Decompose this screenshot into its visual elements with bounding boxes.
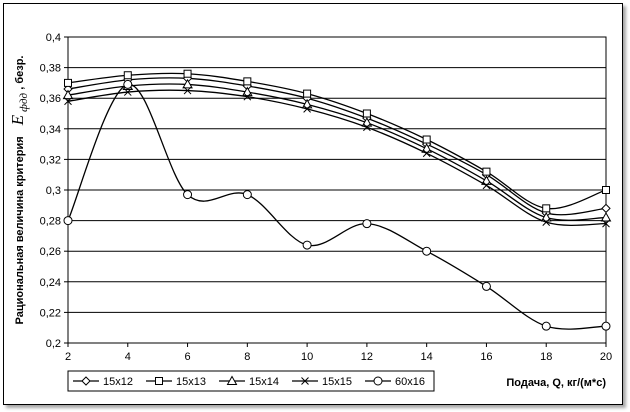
data-point-15x15 xyxy=(602,219,610,228)
legend-label-60x16: 60x16 xyxy=(395,376,425,388)
data-point-60x16 xyxy=(541,321,551,331)
legend-label-15x12: 15x12 xyxy=(103,376,133,388)
x-tick-label: 2 xyxy=(65,351,71,363)
x-tick-label: 8 xyxy=(244,351,250,363)
data-point-15x14 xyxy=(540,212,552,222)
y-axis-label: Рациональная величина критерия xyxy=(14,136,26,324)
y-tick-label: 0,32 xyxy=(40,154,61,166)
data-point-60x16 xyxy=(242,190,252,200)
data-point-15x15 xyxy=(363,123,371,132)
series-lines xyxy=(62,69,612,331)
data-point-15x12 xyxy=(601,203,611,214)
y-axis-symbol-subscript: фдд xyxy=(18,92,30,111)
x-tick-label: 6 xyxy=(184,351,190,363)
grid-lines xyxy=(68,36,606,344)
x-tick-label: 18 xyxy=(540,351,552,363)
data-point-15x15 xyxy=(482,181,491,190)
data-point-15x13 xyxy=(602,186,610,194)
data-point-15x15 xyxy=(64,97,72,106)
y-axis-unit: , безр. xyxy=(14,56,26,90)
data-point-15x14 xyxy=(241,86,253,97)
data-point-15x13 xyxy=(482,167,491,176)
legend-marker-60x16 xyxy=(373,376,383,386)
data-point-60x16 xyxy=(183,190,193,200)
y-tick-label: 0,22 xyxy=(40,307,61,319)
series-60x16 xyxy=(63,79,611,331)
x-tick-label: 20 xyxy=(600,351,612,363)
y-tick-label: 0,34 xyxy=(40,124,61,136)
data-point-60x16 xyxy=(422,246,432,256)
x-tick-label: 4 xyxy=(125,351,131,363)
legend-label-15x15: 15x15 xyxy=(322,376,352,388)
series-line-15x13 xyxy=(67,72,607,210)
data-point-15x13 xyxy=(243,77,252,86)
data-point-60x16 xyxy=(63,216,73,226)
y-tick-label: 0,28 xyxy=(40,216,61,228)
legend-marker-15x15 xyxy=(301,377,309,385)
series-15x14 xyxy=(62,78,612,222)
data-point-15x15 xyxy=(303,105,311,113)
svg-text:Рациональная величина критерия: Рациональная величина критерия E фдд , б… xyxy=(8,56,30,325)
data-point-60x16 xyxy=(601,321,611,331)
data-point-15x15 xyxy=(542,218,551,226)
y-tick-label: 0,26 xyxy=(40,246,61,258)
y-axis-ticks: 0,2 0,22 0,24 0,26 0,28 0,3 0,32 0,34 0,36 0,38 0,… xyxy=(40,32,68,350)
data-point-15x13 xyxy=(123,71,132,80)
x-tick-label: 16 xyxy=(480,351,492,363)
chart-frame: 0,2 0,22 0,24 0,26 0,28 0,3 0,32 0,34 0,36 0,38 0,… xyxy=(3,3,623,405)
data-point-15x15 xyxy=(183,86,192,95)
legend-label-15x13: 15x13 xyxy=(176,376,206,388)
y-tick-label: 0,38 xyxy=(40,63,61,75)
y-tick-label: 0,36 xyxy=(40,93,61,105)
series-15x15 xyxy=(64,86,610,228)
x-tick-label: 10 xyxy=(301,351,313,363)
series-15x12 xyxy=(63,73,611,218)
y-tick-label: 0,24 xyxy=(40,277,61,289)
series-15x13 xyxy=(64,69,610,213)
data-point-15x15 xyxy=(422,149,431,158)
data-point-60x16 xyxy=(123,79,133,89)
data-point-60x16 xyxy=(362,219,372,229)
data-point-15x14 xyxy=(481,175,492,185)
line-chart: 0,2 0,22 0,24 0,26 0,28 0,3 0,32 0,34 0,36 0,38 0,… xyxy=(8,32,612,392)
data-point-15x13 xyxy=(362,109,371,118)
data-point-15x13 xyxy=(183,69,192,78)
data-point-15x13 xyxy=(64,78,72,87)
data-point-15x14 xyxy=(62,89,74,100)
legend-marker-15x14 xyxy=(226,375,238,385)
y-axis-symbol: E xyxy=(8,114,27,126)
x-axis-ticks: 2 4 6 8 10 12 14 16 18 20 xyxy=(65,343,612,363)
x-tick-label: 14 xyxy=(421,351,433,363)
data-point-60x16 xyxy=(302,240,312,250)
data-point-15x15 xyxy=(243,92,252,101)
y-tick-label: 0,2 xyxy=(46,338,61,350)
data-point-15x14 xyxy=(301,98,313,109)
series-line-15x15 xyxy=(67,89,607,226)
series-line-15x12 xyxy=(67,77,607,216)
legend-box xyxy=(67,370,435,392)
legend-marker-15x13 xyxy=(155,377,163,385)
x-axis-label: Подача, Q, кг/(м*с) xyxy=(506,377,606,389)
y-tick-label: 0,4 xyxy=(46,32,61,44)
x-tick-label: 12 xyxy=(361,351,373,363)
data-point-15x13 xyxy=(542,204,551,213)
data-point-15x13 xyxy=(303,89,312,98)
data-point-15x14 xyxy=(600,212,612,222)
data-point-15x14 xyxy=(361,117,373,127)
legend-marker-15x12 xyxy=(81,376,91,386)
data-point-15x14 xyxy=(421,143,433,153)
data-point-15x15 xyxy=(123,88,132,96)
series-line-15x14 xyxy=(67,83,607,221)
y-tick-label: 0,3 xyxy=(46,185,61,197)
data-point-15x14 xyxy=(182,78,193,89)
legend: 15x12 15x13 15x14 15x15 60x16 xyxy=(73,375,425,388)
legend-label-15x14: 15x14 xyxy=(249,376,279,388)
data-point-15x13 xyxy=(422,135,431,144)
data-point-60x16 xyxy=(481,281,491,291)
y-axis-title: Рациональная величина критерия E фдд , б… xyxy=(8,56,30,325)
